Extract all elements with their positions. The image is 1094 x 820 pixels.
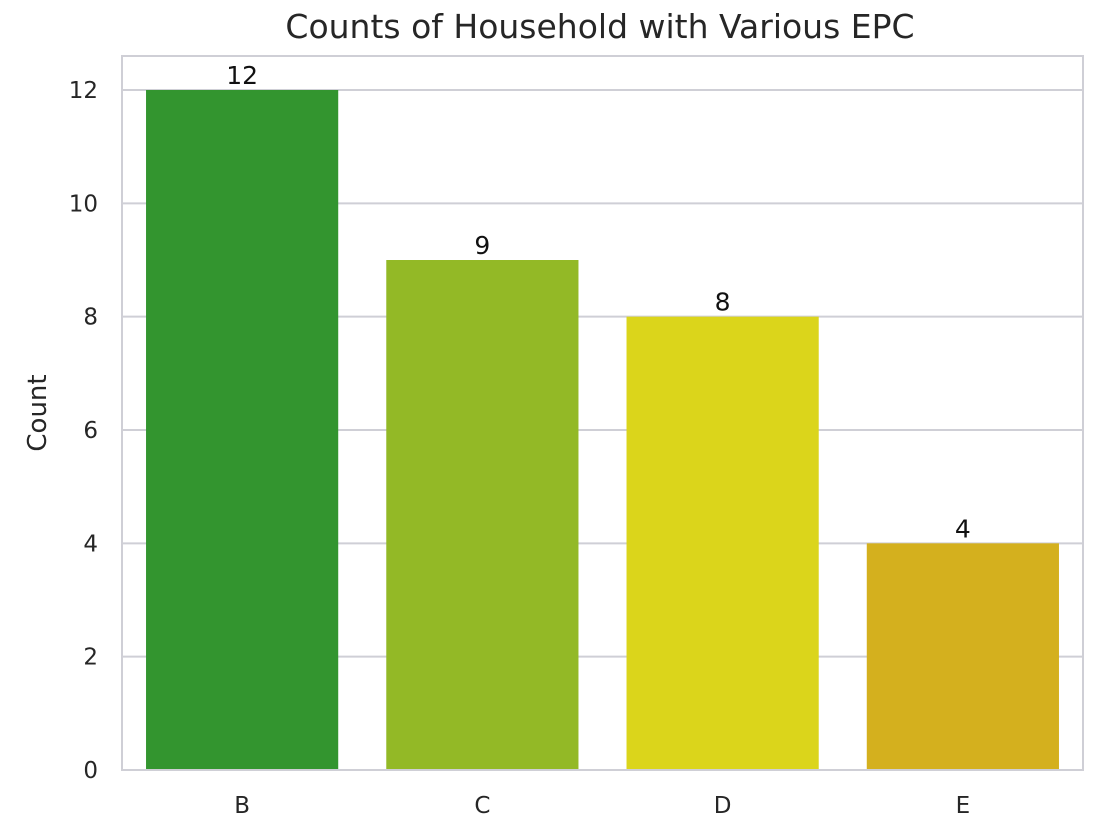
y-tick-label: 6	[83, 418, 98, 444]
bars	[146, 90, 1059, 770]
data-label: 4	[955, 514, 971, 543]
bar-d	[626, 316, 819, 770]
bar-b	[146, 90, 339, 770]
bar-c	[386, 260, 579, 770]
data-labels: 12 9 8 4	[226, 61, 971, 543]
y-axis-label: Count	[23, 374, 53, 451]
x-tick-label: D	[714, 793, 732, 819]
y-tick-label: 8	[83, 305, 98, 331]
data-label: 9	[474, 231, 490, 260]
y-tick-label: 4	[83, 531, 98, 557]
x-tick-labels: B C D E	[234, 793, 970, 819]
x-tick-label: B	[234, 793, 250, 819]
x-tick-label: C	[474, 793, 490, 819]
y-tick-label: 12	[69, 78, 98, 104]
plot-frame	[121, 55, 1084, 771]
y-tick-labels: 0 2 4 6 8 10 12	[69, 78, 98, 784]
y-tick-label: 2	[83, 645, 98, 671]
x-tick-label: E	[956, 793, 971, 819]
data-label: 12	[226, 61, 258, 90]
chart-title: Counts of Household with Various EPC	[285, 7, 914, 46]
bar-e	[866, 543, 1059, 770]
y-tick-label: 0	[83, 758, 98, 784]
data-label: 8	[715, 288, 731, 317]
y-tick-label: 10	[69, 191, 98, 217]
